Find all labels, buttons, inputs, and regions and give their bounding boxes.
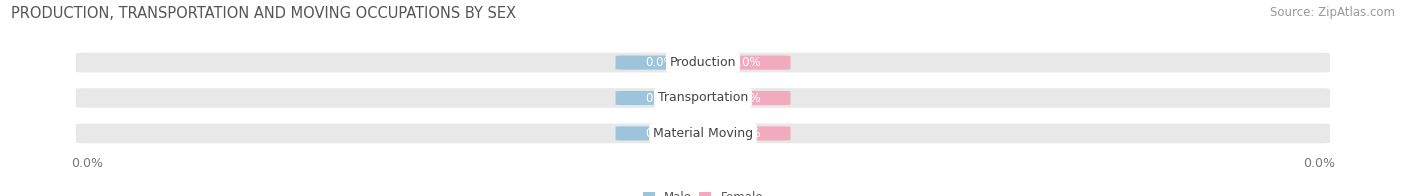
Text: 0.0%: 0.0%	[645, 127, 675, 140]
FancyBboxPatch shape	[76, 123, 1330, 143]
FancyBboxPatch shape	[616, 55, 704, 70]
FancyBboxPatch shape	[76, 88, 1330, 108]
FancyBboxPatch shape	[616, 91, 704, 105]
Text: Transportation: Transportation	[658, 92, 748, 104]
Text: Production: Production	[669, 56, 737, 69]
Text: Source: ZipAtlas.com: Source: ZipAtlas.com	[1270, 6, 1395, 19]
FancyBboxPatch shape	[616, 126, 704, 141]
FancyBboxPatch shape	[702, 55, 790, 70]
FancyBboxPatch shape	[702, 91, 790, 105]
Text: Material Moving: Material Moving	[652, 127, 754, 140]
Text: 0.0%: 0.0%	[645, 92, 675, 104]
Text: 0.0%: 0.0%	[645, 56, 675, 69]
Text: PRODUCTION, TRANSPORTATION AND MOVING OCCUPATIONS BY SEX: PRODUCTION, TRANSPORTATION AND MOVING OC…	[11, 6, 516, 21]
Text: 0.0%: 0.0%	[731, 127, 761, 140]
Legend: Male, Female: Male, Female	[643, 191, 763, 196]
FancyBboxPatch shape	[76, 53, 1330, 73]
Text: 0.0%: 0.0%	[731, 56, 761, 69]
Text: 0.0%: 0.0%	[731, 92, 761, 104]
FancyBboxPatch shape	[702, 126, 790, 141]
